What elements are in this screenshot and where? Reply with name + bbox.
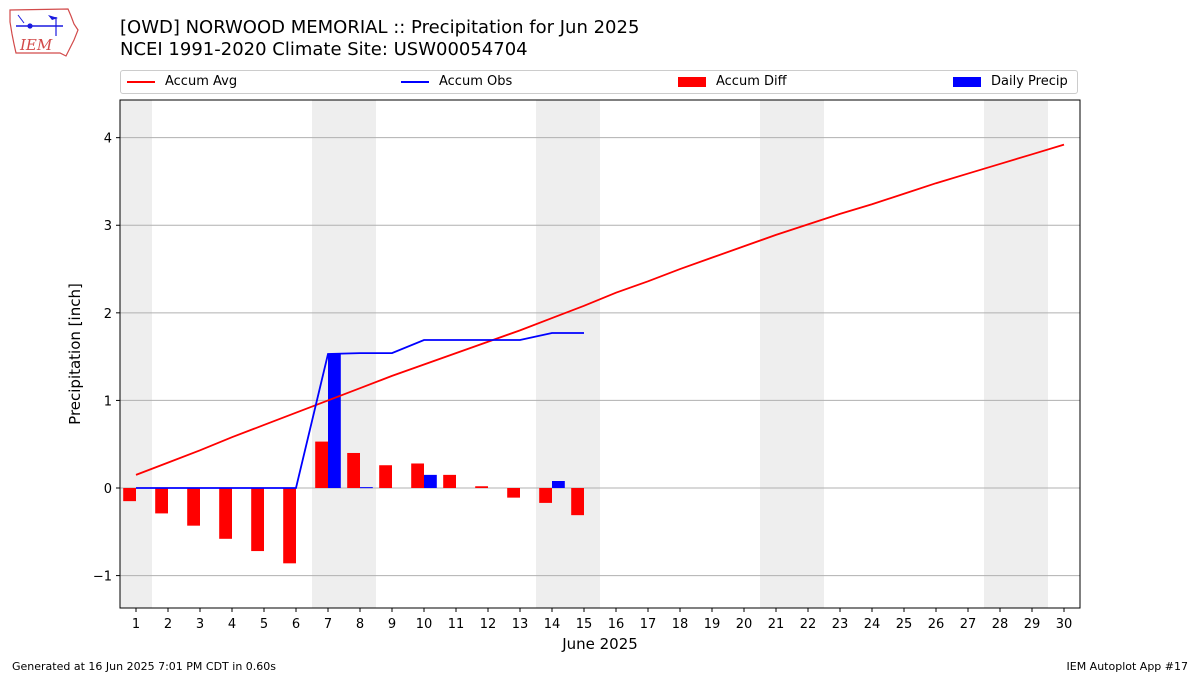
x-tick-label: 14 xyxy=(544,617,561,632)
x-tick-label: 6 xyxy=(292,617,300,632)
x-tick-label: 5 xyxy=(260,617,268,632)
accum-diff-bar xyxy=(411,463,424,489)
legend-entry-accum-diff: Accum Diff xyxy=(678,74,787,89)
x-tick-label: 18 xyxy=(672,617,689,632)
footer-generated: Generated at 16 Jun 2025 7:01 PM CDT in … xyxy=(12,660,277,673)
x-tick-label: 27 xyxy=(960,617,977,632)
daily-precip-bar xyxy=(360,487,373,489)
accum-diff-bar xyxy=(187,488,200,526)
legend-label-accum-obs: Accum Obs xyxy=(439,74,513,89)
legend-swatch-daily-precip xyxy=(953,76,981,87)
x-tick-label: 13 xyxy=(512,617,529,632)
bars xyxy=(123,354,584,564)
x-tick-label: 26 xyxy=(928,617,945,632)
y-tick-label: 1 xyxy=(104,394,112,409)
x-tick-label: 29 xyxy=(1024,617,1041,632)
x-tick-label: 28 xyxy=(992,617,1009,632)
legend-entry-accum-obs: Accum Obs xyxy=(401,74,512,89)
x-tick-label: 15 xyxy=(576,617,593,632)
legend-label-accum-avg: Accum Avg xyxy=(165,74,238,89)
accum-diff-bar xyxy=(123,488,136,502)
daily-precip-bar xyxy=(424,474,437,489)
y-tick-label: 0 xyxy=(104,482,112,497)
accum-diff-bar xyxy=(315,441,328,489)
daily-precip-bar xyxy=(328,354,341,489)
x-tick-label: 20 xyxy=(736,617,753,632)
accum-obs-line xyxy=(136,332,584,489)
x-tick-label: 24 xyxy=(864,617,881,632)
accum-diff-bar xyxy=(507,488,520,498)
x-tick-label: 22 xyxy=(800,617,817,632)
accum-diff-bar xyxy=(571,488,584,516)
gridlines xyxy=(120,137,1080,577)
x-tick-label: 23 xyxy=(832,617,849,632)
y-tick-label: −1 xyxy=(93,570,112,585)
footer-app: IEM Autoplot App #17 xyxy=(1066,660,1189,673)
x-tick-label: 1 xyxy=(132,617,140,632)
plot-frame xyxy=(119,99,1081,609)
legend-swatch-accum-avg xyxy=(127,80,155,83)
legend-label-accum-diff: Accum Diff xyxy=(716,74,787,89)
x-tick-label: 25 xyxy=(896,617,913,632)
legend-entry-accum-avg: Accum Avg xyxy=(127,74,237,89)
iem-logo: IEM xyxy=(8,6,80,58)
x-tick-label: 3 xyxy=(196,617,204,632)
x-tick-label: 9 xyxy=(388,617,396,632)
accum-diff-bar xyxy=(539,488,552,503)
x-tick-label: 7 xyxy=(324,617,332,632)
legend-entry-daily-precip: Daily Precip xyxy=(953,74,1068,89)
iowa-map-icon: IEM xyxy=(9,8,79,57)
y-tick-label: 2 xyxy=(104,307,112,322)
accum-diff-bar xyxy=(219,488,232,539)
accum-diff-bar xyxy=(379,465,392,489)
weekend-band xyxy=(984,100,1048,608)
daily-precip-bar xyxy=(552,481,565,489)
lines xyxy=(135,143,1065,489)
accum-diff-bar xyxy=(475,486,488,489)
x-tick-label: 10 xyxy=(416,617,433,632)
x-tick-label: 17 xyxy=(640,617,657,632)
chart-title: [OWD] NORWOOD MEMORIAL :: Precipitation … xyxy=(120,17,640,38)
legend-swatch-accum-diff xyxy=(678,76,706,87)
accum-diff-bar xyxy=(347,452,360,489)
chart-legend: Accum Avg Accum Obs Accum Diff Daily Pre… xyxy=(120,70,1078,94)
accum-diff-bar xyxy=(283,488,296,564)
x-tick-label: 21 xyxy=(768,617,785,632)
x-tick-label: 19 xyxy=(704,617,721,632)
logo-text: IEM xyxy=(19,36,53,54)
chart-subtitle: NCEI 1991-2020 Climate Site: USW00054704 xyxy=(120,39,528,60)
x-tick-label: 30 xyxy=(1056,617,1073,632)
y-axis-label: Precipitation [inch] xyxy=(66,283,84,425)
x-tick-label: 2 xyxy=(164,617,172,632)
x-tick-label: 16 xyxy=(608,617,625,632)
x-tick-label: 12 xyxy=(480,617,497,632)
accum-diff-bar xyxy=(155,488,168,514)
legend-swatch-accum-obs xyxy=(401,80,429,83)
legend-label-daily-precip: Daily Precip xyxy=(991,74,1068,89)
x-tick-label: 11 xyxy=(448,617,465,632)
x-axis-label: June 2025 xyxy=(561,635,638,653)
weekend-band xyxy=(120,100,152,608)
y-tick-label: 3 xyxy=(104,219,112,234)
x-tick-label: 8 xyxy=(356,617,364,632)
weekend-band xyxy=(536,100,600,608)
x-tick-label: 4 xyxy=(228,617,236,632)
weekend-band xyxy=(760,100,824,608)
accum-diff-bar xyxy=(443,474,456,489)
accum-avg-line xyxy=(135,143,1065,476)
accum-diff-bar xyxy=(251,488,264,552)
y-tick-label: 4 xyxy=(104,132,112,147)
